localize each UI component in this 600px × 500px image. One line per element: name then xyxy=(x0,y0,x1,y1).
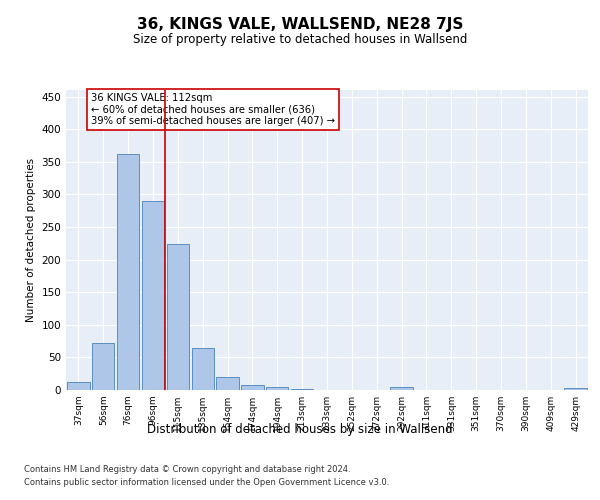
Bar xyxy=(217,377,239,390)
Bar xyxy=(291,388,313,390)
Bar xyxy=(92,343,115,390)
Bar xyxy=(565,388,587,390)
Bar xyxy=(191,348,214,390)
Bar xyxy=(266,386,289,390)
Text: 36 KINGS VALE: 112sqm
← 60% of detached houses are smaller (636)
39% of semi-det: 36 KINGS VALE: 112sqm ← 60% of detached … xyxy=(91,94,335,126)
Bar xyxy=(67,382,89,390)
Bar xyxy=(391,388,413,390)
Y-axis label: Number of detached properties: Number of detached properties xyxy=(26,158,36,322)
Bar xyxy=(167,244,189,390)
Text: Size of property relative to detached houses in Wallsend: Size of property relative to detached ho… xyxy=(133,32,467,46)
Text: 36, KINGS VALE, WALLSEND, NE28 7JS: 36, KINGS VALE, WALLSEND, NE28 7JS xyxy=(137,18,463,32)
Bar xyxy=(117,154,139,390)
Text: Contains HM Land Registry data © Crown copyright and database right 2024.: Contains HM Land Registry data © Crown c… xyxy=(24,466,350,474)
Bar xyxy=(241,386,263,390)
Text: Contains public sector information licensed under the Open Government Licence v3: Contains public sector information licen… xyxy=(24,478,389,487)
Bar xyxy=(142,201,164,390)
Text: Distribution of detached houses by size in Wallsend: Distribution of detached houses by size … xyxy=(147,422,453,436)
